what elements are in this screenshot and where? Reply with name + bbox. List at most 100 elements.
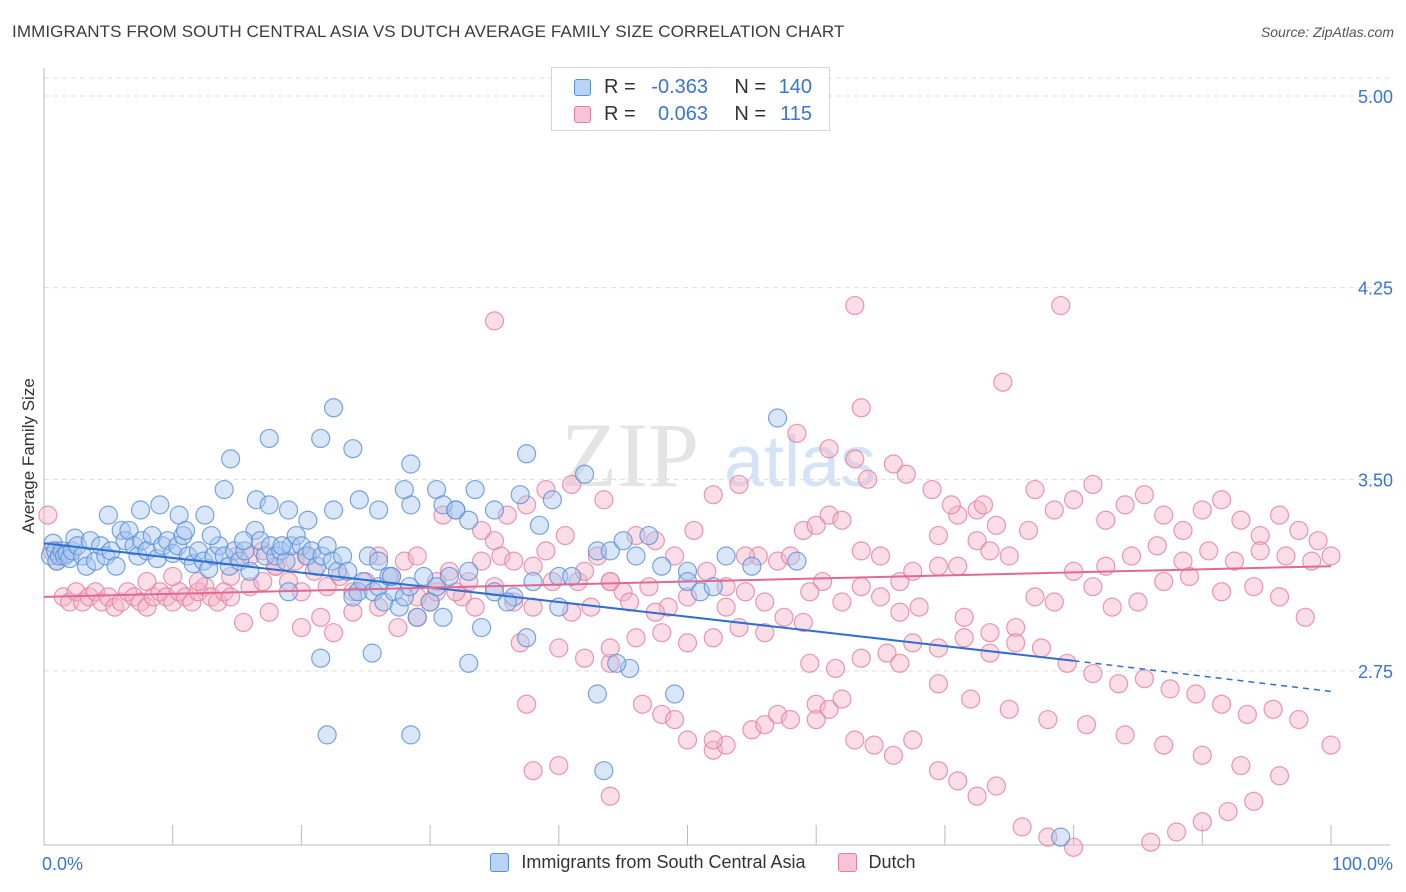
data-point-dutch: [73, 592, 93, 612]
data-point-dutch: [1096, 510, 1116, 530]
data-point-immigrants: [484, 582, 505, 602]
data-point-immigrants: [296, 546, 317, 566]
data-point-immigrants: [374, 592, 394, 612]
data-point-immigrants: [703, 577, 723, 597]
data-point-dutch: [1083, 577, 1103, 597]
data-point-immigrants: [311, 428, 331, 449]
data-point-immigrants: [510, 485, 530, 505]
data-point-dutch: [793, 612, 813, 633]
data-point-dutch: [1250, 525, 1270, 546]
data-point-immigrants: [85, 551, 106, 571]
legend-item-dutch[interactable]: Dutch: [837, 852, 916, 873]
data-point-dutch: [877, 643, 897, 663]
data-point-dutch: [883, 454, 904, 474]
data-point-immigrants: [323, 500, 344, 520]
x-tick-label: 0.0%: [42, 854, 83, 874]
data-point-immigrants: [128, 546, 148, 566]
legend-item-immigrants[interactable]: Immigrants from South Central Asia: [490, 852, 806, 873]
data-point-dutch: [948, 505, 968, 525]
data-point-dutch: [562, 474, 582, 495]
data-point-dutch: [536, 479, 556, 500]
data-point-dutch: [542, 571, 562, 592]
data-point-immigrants: [152, 536, 173, 556]
data-point-dutch: [536, 541, 556, 561]
data-point-dutch: [1063, 490, 1084, 510]
data-point-dutch: [574, 561, 595, 581]
data-point-immigrants: [362, 643, 382, 663]
data-point-dutch: [1224, 551, 1245, 571]
data-point-dutch: [729, 474, 749, 495]
data-point-dutch: [574, 648, 595, 668]
y-tick-label: 5.00: [1358, 87, 1393, 107]
data-point-dutch: [1218, 801, 1238, 822]
watermark-atlas: atlas: [724, 422, 876, 502]
data-point-immigrants: [716, 546, 736, 566]
data-point-immigrants: [246, 490, 266, 510]
data-point-immigrants: [394, 479, 414, 500]
data-point-dutch: [1237, 704, 1257, 725]
data-point-dutch: [156, 587, 176, 607]
data-point-dutch: [928, 638, 949, 658]
data-point-dutch: [1018, 520, 1039, 541]
data-point-immigrants: [278, 500, 299, 520]
data-point-dutch: [188, 582, 209, 602]
data-point-immigrants: [665, 684, 685, 704]
data-point-dutch: [961, 689, 981, 709]
data-point-immigrants: [465, 479, 485, 500]
data-point-dutch: [845, 449, 865, 469]
data-point-dutch: [1038, 709, 1058, 730]
data-point-dutch: [1154, 735, 1174, 755]
data-point-dutch: [163, 566, 183, 587]
data-point-dutch: [1166, 822, 1187, 842]
data-point-dutch: [594, 490, 614, 510]
data-point-dutch: [1295, 607, 1315, 627]
data-point-immigrants: [201, 525, 221, 546]
data-point-dutch: [1186, 684, 1206, 704]
data-point-dutch: [903, 561, 923, 581]
data-point-immigrants: [233, 531, 254, 551]
data-point-dutch: [195, 577, 215, 597]
data-point-dutch: [1044, 592, 1064, 612]
correlation-legend: R = -0.363 N = 140 R = 0.063 N = 115: [551, 67, 830, 131]
data-point-dutch: [677, 587, 698, 607]
data-point-dutch: [407, 546, 427, 566]
data-point-immigrants: [652, 556, 672, 576]
data-point-dutch: [291, 617, 311, 638]
data-point-dutch: [1289, 709, 1309, 730]
data-point-immigrants: [401, 725, 421, 745]
data-point-dutch: [632, 694, 653, 714]
data-point-immigrants: [517, 444, 537, 464]
data-point-dutch: [1109, 674, 1129, 694]
data-point-dutch: [780, 709, 801, 730]
trend-line-dutch: [43, 565, 1332, 598]
data-point-immigrants: [562, 566, 582, 587]
data-point-dutch: [665, 709, 685, 730]
data-point-dutch: [883, 745, 904, 765]
data-point-dutch: [999, 699, 1019, 719]
data-point-immigrants: [302, 541, 322, 561]
legend-label-dutch: Dutch: [868, 852, 916, 872]
data-point-dutch: [465, 597, 485, 617]
data-point-dutch: [755, 592, 775, 612]
data-point-dutch: [851, 398, 871, 418]
data-point-immigrants: [332, 546, 353, 566]
data-point-dutch: [1160, 679, 1180, 699]
data-point-immigrants: [259, 428, 279, 449]
data-point-dutch: [967, 500, 987, 520]
y-tick-label: 3.50: [1358, 470, 1393, 490]
data-point-dutch: [388, 617, 408, 638]
data-point-immigrants: [173, 525, 193, 546]
data-point-dutch: [1076, 715, 1097, 735]
data-point-dutch: [665, 546, 685, 566]
data-point-dutch: [1025, 479, 1045, 500]
data-point-dutch: [1269, 587, 1290, 607]
data-point-dutch: [813, 571, 833, 592]
data-point-dutch: [774, 607, 794, 627]
data-point-dutch: [491, 546, 511, 566]
data-point-dutch: [1057, 653, 1077, 673]
data-point-dutch: [896, 464, 916, 484]
data-point-immigrants: [523, 571, 543, 592]
data-point-dutch: [626, 628, 646, 648]
data-point-dutch: [703, 485, 723, 505]
y-tick-label: 2.75: [1358, 662, 1393, 682]
